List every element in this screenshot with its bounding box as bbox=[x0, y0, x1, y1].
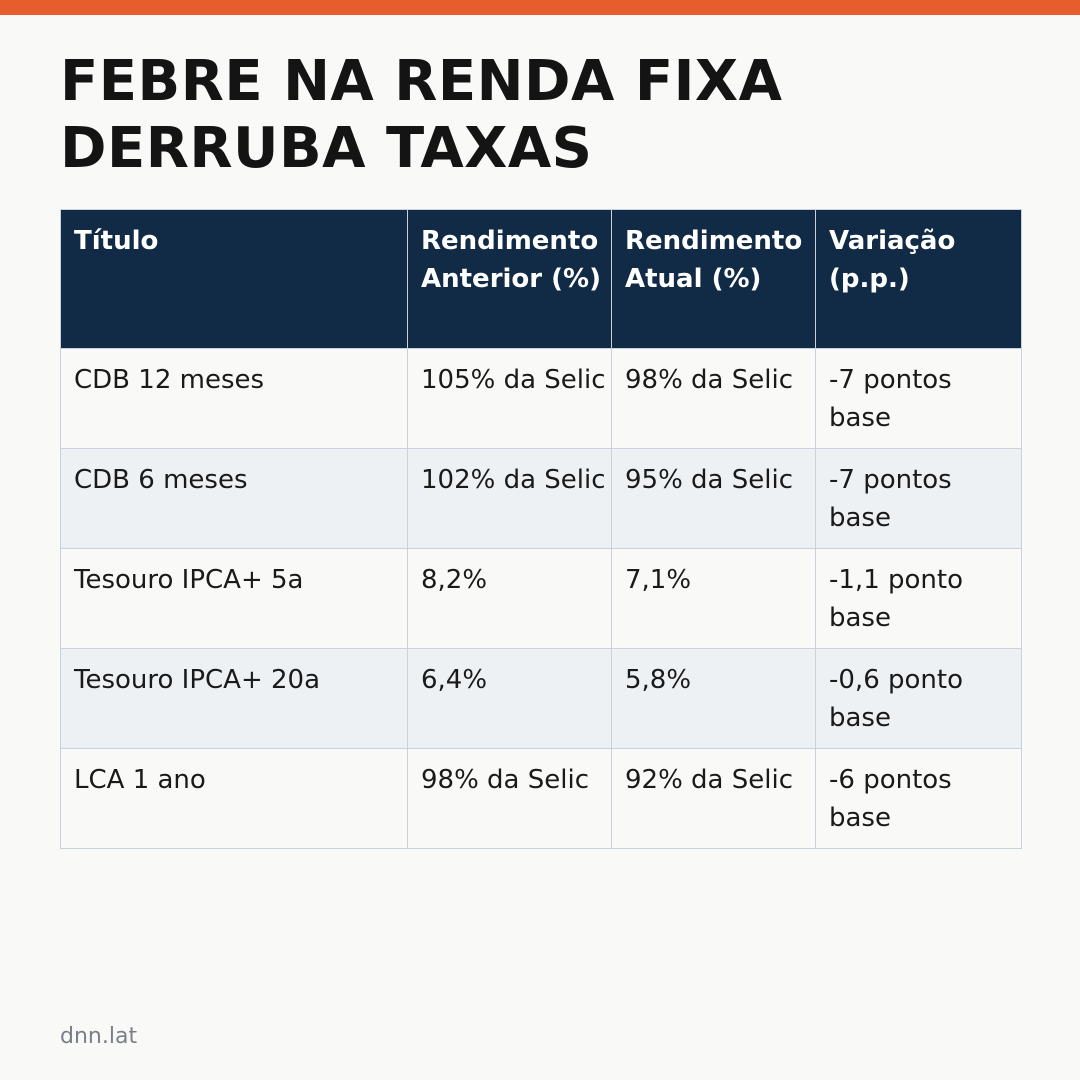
cell-rendimento-atual: 7,1% bbox=[611, 548, 816, 649]
cell-rendimento-anterior: 6,4% bbox=[407, 648, 612, 749]
cell-titulo: CDB 6 meses bbox=[60, 448, 408, 549]
table-row: Tesouro IPCA+ 20a 6,4% 5,8% -0,6 ponto b… bbox=[60, 648, 1022, 749]
table-row: CDB 6 meses 102% da Selic 95% da Selic -… bbox=[60, 448, 1022, 549]
cell-rendimento-anterior: 102% da Selic bbox=[407, 448, 612, 549]
cell-titulo: Tesouro IPCA+ 20a bbox=[60, 648, 408, 749]
cell-rendimento-atual: 92% da Selic bbox=[611, 748, 816, 849]
table-row: CDB 12 meses 105% da Selic 98% da Selic … bbox=[60, 348, 1022, 449]
cell-rendimento-atual: 95% da Selic bbox=[611, 448, 816, 549]
table-row: LCA 1 ano 98% da Selic 92% da Selic -6 p… bbox=[60, 748, 1022, 849]
cell-variacao: -0,6 ponto base bbox=[815, 648, 1022, 749]
cell-titulo: LCA 1 ano bbox=[60, 748, 408, 849]
cell-titulo: CDB 12 meses bbox=[60, 348, 408, 449]
cell-rendimento-atual: 5,8% bbox=[611, 648, 816, 749]
cell-rendimento-atual: 98% da Selic bbox=[611, 348, 816, 449]
table-row: Tesouro IPCA+ 5a 8,2% 7,1% -1,1 ponto ba… bbox=[60, 548, 1022, 649]
cell-titulo: Tesouro IPCA+ 5a bbox=[60, 548, 408, 649]
cell-variacao: -1,1 ponto base bbox=[815, 548, 1022, 649]
cell-rendimento-anterior: 105% da Selic bbox=[407, 348, 612, 449]
cell-rendimento-anterior: 98% da Selic bbox=[407, 748, 612, 849]
rates-table: Título Rendimento Anterior (%) Rendiment… bbox=[60, 209, 1022, 849]
cell-rendimento-anterior: 8,2% bbox=[407, 548, 612, 649]
footer-source: dnn.lat bbox=[60, 1024, 138, 1049]
header-rendimento-anterior: Rendimento Anterior (%) bbox=[407, 209, 612, 349]
table-header-row: Título Rendimento Anterior (%) Rendiment… bbox=[60, 209, 1022, 349]
headline: FEBRE NA RENDA FIXA DERRUBA TAXAS bbox=[60, 49, 783, 181]
header-titulo: Título bbox=[60, 209, 408, 349]
header-variacao: Variação (p.p.) bbox=[815, 209, 1022, 349]
cell-variacao: -7 pontos base bbox=[815, 448, 1022, 549]
cell-variacao: -7 pontos base bbox=[815, 348, 1022, 449]
header-rendimento-atual: Rendimento Atual (%) bbox=[611, 209, 816, 349]
cell-variacao: -6 pontos base bbox=[815, 748, 1022, 849]
accent-bar bbox=[0, 0, 1080, 15]
